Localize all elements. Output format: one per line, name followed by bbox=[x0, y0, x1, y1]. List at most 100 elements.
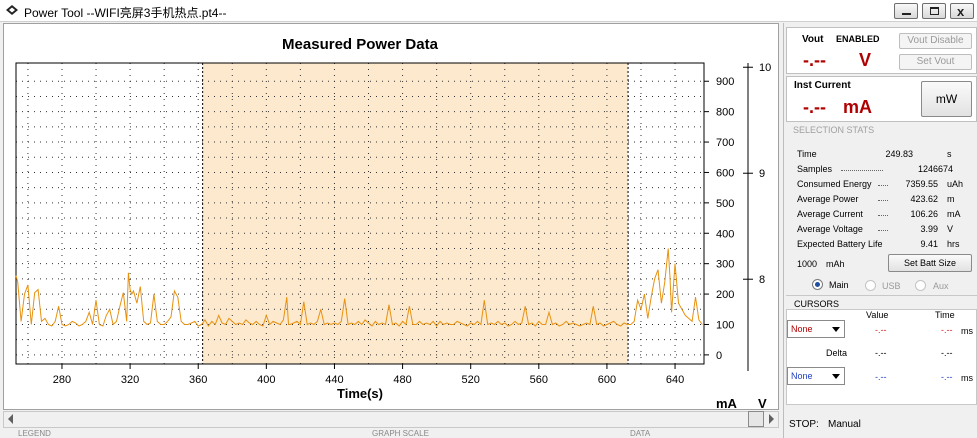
divider bbox=[786, 295, 977, 296]
y-tick-label: 200 bbox=[716, 289, 734, 301]
x-axis-label: Time(s) bbox=[337, 386, 383, 401]
series-line-0 bbox=[15, 248, 703, 327]
scroll-right-icon[interactable] bbox=[769, 414, 774, 424]
maximize-button[interactable] bbox=[922, 3, 946, 19]
stop-mode-value: Manual bbox=[828, 419, 861, 430]
cursors-title: CURSORS bbox=[794, 299, 840, 309]
stat-value-time: 249.83 bbox=[885, 149, 913, 159]
cursor2-select-value: None bbox=[791, 371, 813, 381]
x-tick-label: 520 bbox=[462, 374, 480, 386]
right-axis-unit: V bbox=[758, 396, 767, 411]
set-vout-button[interactable]: Set Vout bbox=[899, 54, 972, 70]
battery-size-unit: mAh bbox=[826, 259, 845, 269]
close-button[interactable]: x bbox=[950, 3, 974, 19]
close-icon: x bbox=[957, 4, 965, 19]
plot-border bbox=[15, 62, 705, 365]
stat-unit-battery-life: hrs bbox=[947, 239, 960, 249]
y-tick-label: 600 bbox=[716, 167, 734, 179]
vout-label: Vout bbox=[802, 34, 824, 45]
y-tick-label: 0 bbox=[716, 350, 722, 362]
x-tick-label: 600 bbox=[598, 374, 616, 386]
stat-unit-average-current: mA bbox=[947, 209, 961, 219]
cursor2-value: -.-- bbox=[875, 372, 887, 382]
y-tick-label: 400 bbox=[716, 228, 734, 240]
data-section-label: DATA bbox=[630, 429, 651, 438]
cursor1-time: -.-- bbox=[941, 325, 953, 335]
cursor1-unit: ms bbox=[961, 326, 973, 336]
vout-unit: V bbox=[859, 50, 872, 70]
graph-scale-section-label: GRAPH SCALE bbox=[372, 429, 429, 438]
voltage-tick-label: 9 bbox=[759, 168, 765, 180]
cursor-time-header: Time bbox=[935, 310, 955, 320]
stop-label: STOP: bbox=[789, 419, 819, 430]
y-tick-label: 700 bbox=[716, 137, 734, 149]
stat-value-consumed-energy: 7359.55 bbox=[905, 179, 938, 189]
stat-unit-time: s bbox=[947, 149, 952, 159]
horizontal-scrollbar[interactable] bbox=[3, 411, 779, 428]
left-axis-unit: mA bbox=[716, 396, 738, 411]
y-tick-label: 500 bbox=[716, 198, 734, 210]
stat-unit-average-power: m bbox=[947, 194, 955, 204]
stat-value-battery-life: 9.41 bbox=[920, 239, 938, 249]
stat-label-consumed-energy: Consumed Energy bbox=[797, 179, 872, 189]
y-tick-label: 100 bbox=[716, 319, 734, 331]
stat-label-average-current: Average Current bbox=[797, 209, 863, 219]
cursor1-select-value: None bbox=[791, 324, 813, 334]
aux-channel-radio[interactable] bbox=[915, 280, 926, 291]
set-batt-size-button[interactable]: Set Batt Size bbox=[888, 254, 972, 272]
legend-section-label: LEGEND bbox=[18, 429, 51, 438]
stat-value-samples: 1246674 bbox=[917, 164, 953, 174]
cursor1-select[interactable]: None bbox=[787, 320, 845, 338]
minimize-icon bbox=[902, 13, 911, 15]
x-tick-label: 480 bbox=[393, 374, 411, 386]
stat-value-average-voltage: 3.99 bbox=[920, 224, 938, 234]
vout-value: -.-- bbox=[803, 50, 826, 70]
chevron-down-icon bbox=[832, 374, 840, 379]
x-tick-label: 640 bbox=[666, 374, 684, 386]
y-tick-label: 900 bbox=[716, 76, 734, 88]
x-tick-label: 560 bbox=[530, 374, 548, 386]
cursor-value-header: Value bbox=[866, 310, 889, 320]
scroll-left-icon[interactable] bbox=[8, 414, 13, 424]
selection-stats-title: SELECTION STATS bbox=[793, 125, 875, 135]
selection-region bbox=[202, 63, 629, 364]
voltage-tick-label: 8 bbox=[759, 274, 765, 286]
x-tick-label: 360 bbox=[189, 374, 207, 386]
cursor2-unit: ms bbox=[961, 373, 973, 383]
power-chart[interactable]: Measured Power Data 280 320 360 400 440 480 520… bbox=[4, 24, 780, 411]
y-tick-label: 800 bbox=[716, 107, 734, 119]
stat-unit-average-voltage: V bbox=[947, 224, 954, 234]
usb-channel-radio[interactable] bbox=[865, 280, 876, 291]
stat-label-average-power: Average Power bbox=[797, 194, 859, 204]
inst-current-panel: Inst Current -.-- mA mW bbox=[786, 76, 977, 122]
delta-value: -.-- bbox=[875, 348, 887, 358]
x-tick-label: 440 bbox=[325, 374, 343, 386]
usb-channel-label: USB bbox=[882, 281, 901, 291]
stat-label-samples: Samples bbox=[797, 164, 833, 174]
cursor2-select[interactable]: None bbox=[787, 367, 845, 385]
stat-value-average-current: 106.26 bbox=[910, 209, 938, 219]
aux-channel-label: Aux bbox=[933, 281, 949, 291]
inst-current-label: Inst Current bbox=[794, 80, 851, 91]
chevron-down-icon bbox=[832, 327, 840, 332]
x-tick-label: 280 bbox=[53, 374, 71, 386]
plot-area[interactable]: Measured Power Data 280 320 360 400 440 480 520… bbox=[3, 23, 780, 411]
stat-label-battery-life: Expected Battery Life bbox=[797, 239, 883, 249]
app-icon bbox=[6, 5, 18, 15]
stat-label-time: Time bbox=[797, 149, 817, 159]
main-channel-radio[interactable] bbox=[812, 279, 823, 290]
x-tick-label: 320 bbox=[121, 374, 139, 386]
stat-label-average-voltage: Average Voltage bbox=[797, 224, 863, 234]
vout-disable-button[interactable]: Vout Disable bbox=[899, 33, 972, 49]
title-bar: Power Tool --WIFI亮屏3手机热点.pt4-- x bbox=[0, 0, 977, 22]
minimize-button[interactable] bbox=[894, 3, 918, 19]
scrollbar-thumb[interactable] bbox=[748, 411, 764, 427]
vout-panel: Vout ENABLED -.-- V Vout Disable Set Vou… bbox=[786, 27, 977, 74]
y-tick-label: 300 bbox=[716, 259, 734, 271]
delta-label: Delta bbox=[826, 348, 848, 358]
mw-toggle-button[interactable]: mW bbox=[921, 81, 972, 117]
bottom-panels: LEGEND GRAPH SCALE DATA bbox=[0, 429, 780, 438]
voltage-tick-label: 10 bbox=[759, 62, 771, 74]
stat-unit-consumed-energy: uAh bbox=[947, 179, 964, 189]
vout-state: ENABLED bbox=[836, 34, 880, 44]
